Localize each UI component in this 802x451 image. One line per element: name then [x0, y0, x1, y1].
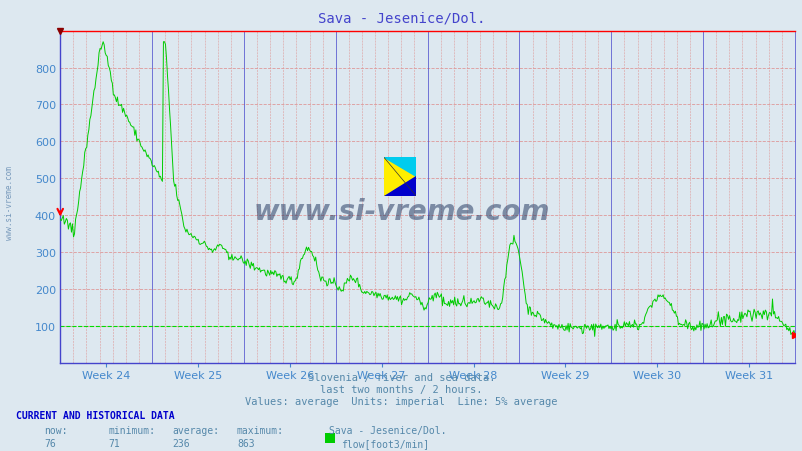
Text: 76: 76: [44, 438, 56, 448]
Text: CURRENT AND HISTORICAL DATA: CURRENT AND HISTORICAL DATA: [16, 410, 175, 420]
Text: Sava - Jesenice/Dol.: Sava - Jesenice/Dol.: [318, 11, 484, 25]
Text: Slovenia / river and sea data.: Slovenia / river and sea data.: [307, 372, 495, 382]
Text: now:: now:: [44, 425, 67, 435]
Text: Values: average  Units: imperial  Line: 5% average: Values: average Units: imperial Line: 5%…: [245, 396, 557, 406]
Text: 71: 71: [108, 438, 120, 448]
Text: last two months / 2 hours.: last two months / 2 hours.: [320, 384, 482, 394]
Text: Sava - Jesenice/Dol.: Sava - Jesenice/Dol.: [329, 425, 446, 435]
Text: 863: 863: [237, 438, 254, 448]
Text: www.si-vreme.com: www.si-vreme.com: [253, 198, 549, 226]
Text: minimum:: minimum:: [108, 425, 156, 435]
Text: www.si-vreme.com: www.si-vreme.com: [5, 166, 14, 240]
Polygon shape: [383, 177, 415, 196]
Text: flow[foot3/min]: flow[foot3/min]: [341, 438, 429, 448]
Text: maximum:: maximum:: [237, 425, 284, 435]
Polygon shape: [383, 158, 415, 177]
Text: average:: average:: [172, 425, 220, 435]
Text: 236: 236: [172, 438, 190, 448]
